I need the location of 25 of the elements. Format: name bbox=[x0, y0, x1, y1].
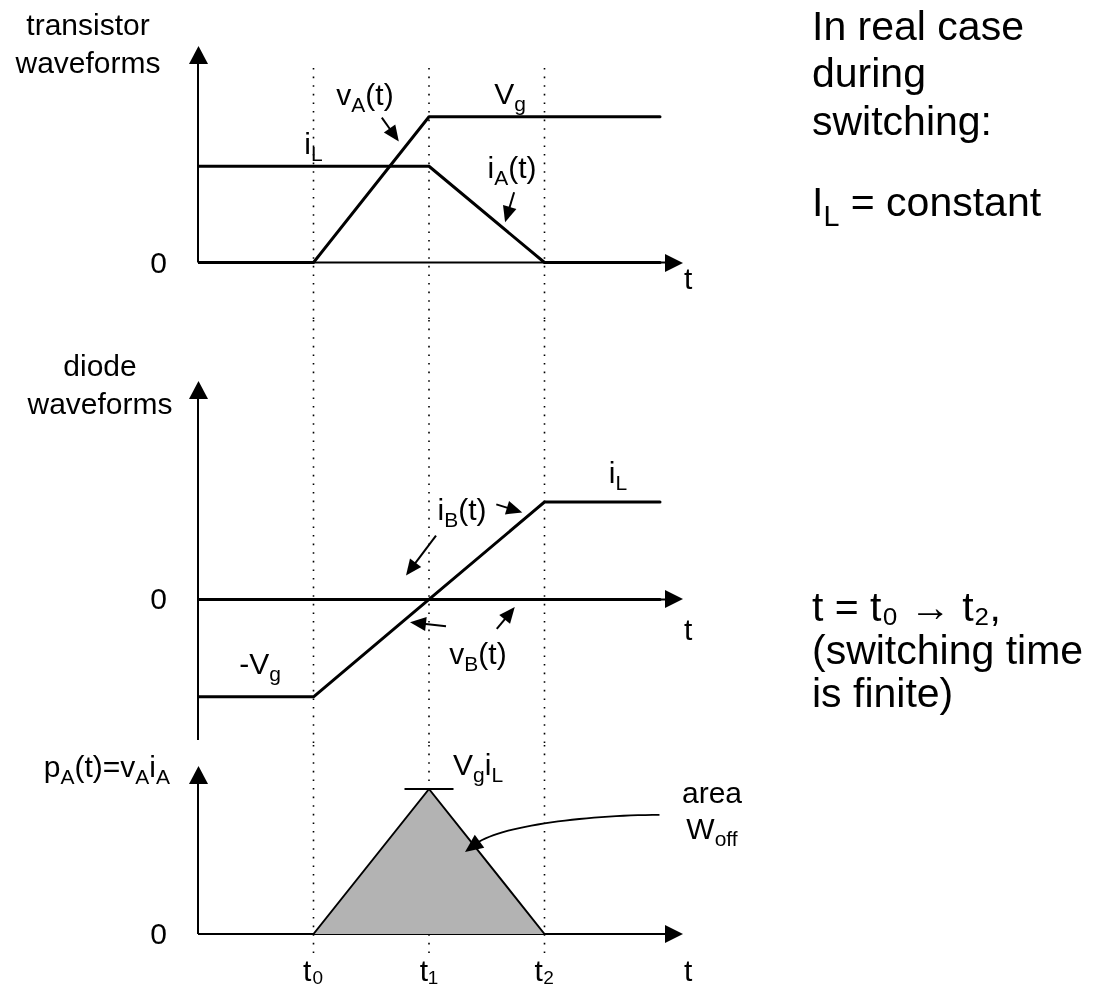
text: t = t₀ → t₂, (switching time is finite) bbox=[812, 584, 1085, 716]
legend-label: i$_{B}$(t) bbox=[437, 493, 487, 532]
text: 0 bbox=[150, 917, 167, 951]
y-axis-title: transistor waveforms bbox=[14, 7, 162, 81]
annotation: i$_{L}$ bbox=[608, 455, 628, 494]
text: 0 bbox=[150, 245, 167, 280]
x-tick-label: t₁ bbox=[419, 954, 439, 987]
y-axis-title: diode waveforms bbox=[26, 348, 174, 422]
text: I$_{L}$ = constant bbox=[812, 178, 1043, 232]
annotation: i$_{L}$ bbox=[304, 127, 323, 166]
y-axis-title: p$_{A}$(t)=v$_{A}$i$_{A}$ bbox=[42, 749, 170, 789]
series-label: v$_{A}$(t) bbox=[336, 78, 394, 117]
text: In real case during switching: bbox=[812, 2, 1025, 146]
annotation: -V$_{g}$ bbox=[239, 646, 281, 686]
x-axis-title: t bbox=[684, 613, 693, 647]
text: 0 bbox=[150, 582, 167, 617]
x-axis-title: t bbox=[684, 954, 693, 988]
annotation: V$_{g}$ bbox=[494, 76, 526, 116]
series-label: v$_{B}$(t) bbox=[449, 637, 507, 676]
series-label: i$_{A}$(t) bbox=[487, 151, 537, 190]
text: area W$_{off}$ bbox=[680, 775, 743, 851]
x-axis-title: t bbox=[684, 262, 693, 296]
x-tick-label: t₂ bbox=[534, 954, 555, 987]
x-tick-label: t₀ bbox=[303, 954, 324, 987]
annotation: V$_{g}$i$_{L}$ bbox=[453, 748, 504, 787]
